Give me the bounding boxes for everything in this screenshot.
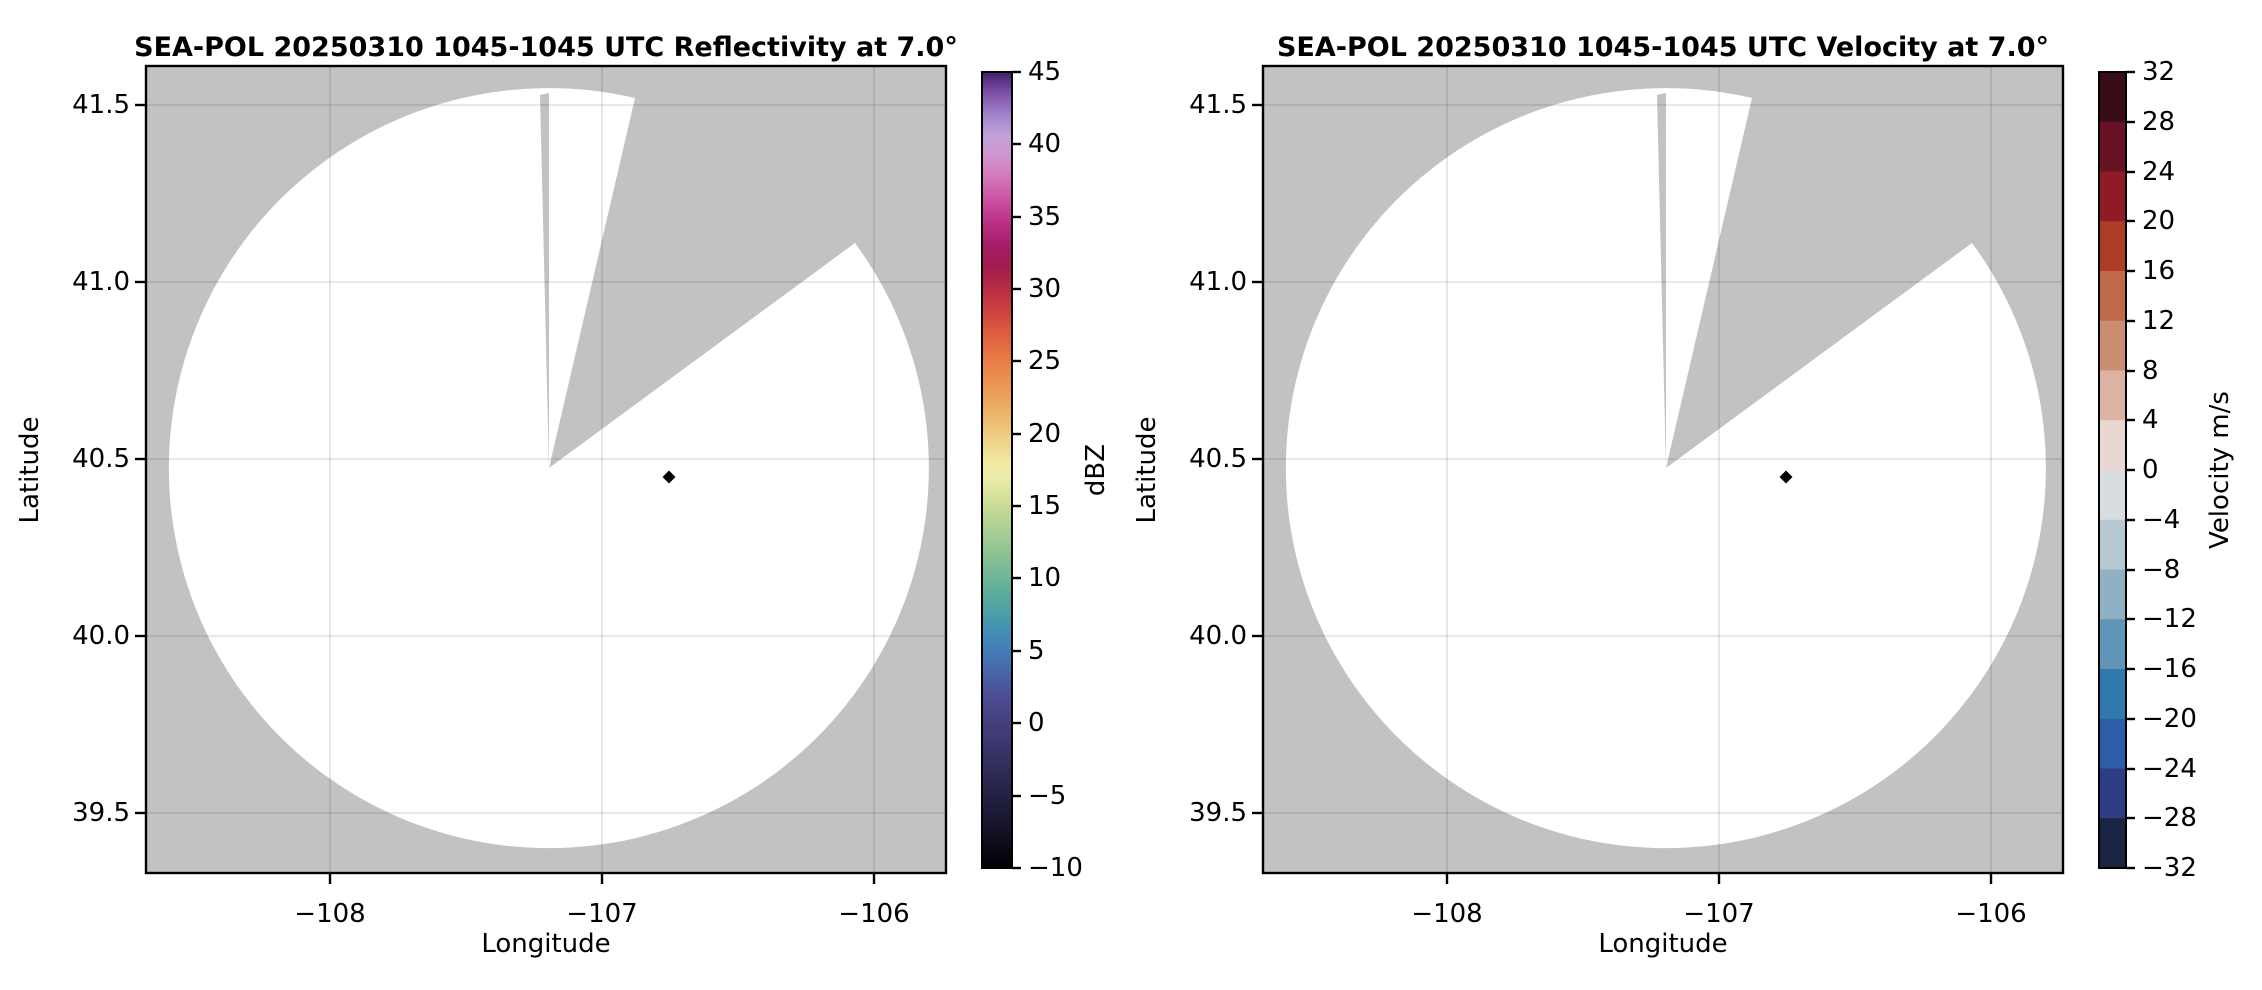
colorbar-tick-label: 20: [2142, 206, 2175, 236]
colorbar-tick-label: −10: [1028, 853, 1083, 883]
colorbar-tick-label: −32: [2142, 853, 2197, 883]
velocity-colorbar-segment: [2099, 818, 2126, 869]
velocity-colorbar-segment: [2099, 569, 2126, 620]
colorbar-tick-label: 5: [1028, 636, 1045, 666]
colorbar-tick-label: 16: [2142, 256, 2175, 286]
colorbar-tick-label: 35: [1028, 202, 1061, 232]
colorbar-gradient: [982, 72, 1012, 868]
axis-ticks: [1252, 103, 1993, 884]
velocity-colorbar-segment: [2099, 171, 2126, 222]
grid-lines: [146, 66, 946, 873]
x-axis-label: Longitude: [481, 929, 610, 959]
colorbar-tick-label: −16: [2142, 654, 2197, 684]
reflectivity-colorbar: 45 40 35 30 25 20 15 10 5 0 −5 −10 dBZ: [981, 57, 1111, 883]
colorbar-ticks: [1012, 70, 1021, 870]
y-tick-label: 40.5: [72, 444, 130, 474]
y-axis-label: Latitude: [1132, 416, 1162, 523]
x-tick-label: −107: [1683, 899, 1754, 929]
y-tick-label: 39.5: [72, 798, 130, 828]
colorbar-tick-label: −4: [2142, 505, 2180, 535]
x-tick-label: −107: [566, 899, 637, 929]
x-tick-label: −108: [294, 899, 365, 929]
colorbar-label: Velocity m/s: [2205, 391, 2235, 549]
colorbar-tick-label: −24: [2142, 754, 2197, 784]
panel-title: SEA-POL 20250310 1045-1045 UTC Reflectiv…: [134, 32, 958, 63]
colorbar-tick-label: 0: [2142, 455, 2159, 485]
grid-lines: [1263, 66, 2063, 873]
y-tick-label: 41.0: [1189, 267, 1247, 297]
x-tick-label: −106: [1955, 899, 2026, 929]
scan-start-sliver: [540, 93, 549, 468]
colorbar-tick-label: 8: [2142, 356, 2159, 386]
radar-scan-coverage: [168, 88, 929, 849]
velocity-colorbar: 32 28 24 20 16 12 8 4 0 −4 −8 −12 −16 −2…: [2098, 57, 2235, 883]
radar-scan-coverage: [1285, 88, 2046, 849]
reflectivity-panel: SEA-POL 20250310 1045-1045 UTC Reflectiv…: [15, 32, 958, 959]
velocity-colorbar-segment: [2099, 72, 2126, 123]
colorbar-segments: [2099, 72, 2126, 869]
colorbar-ticks: [2126, 70, 2135, 870]
colorbar-tick-label: 12: [2142, 306, 2175, 336]
y-tick-label: 40.0: [72, 621, 130, 651]
colorbar-tick-label: 30: [1028, 274, 1061, 304]
y-tick-label: 39.5: [1189, 798, 1247, 828]
colorbar-frame: [981, 71, 1013, 869]
velocity-colorbar-segment: [2099, 420, 2126, 471]
velocity-colorbar-segment: [2099, 470, 2126, 521]
colorbar-tick-label: 45: [1028, 57, 1061, 87]
x-tick-label: −106: [838, 899, 909, 929]
colorbar-tick-label: 0: [1028, 708, 1045, 738]
colorbar-tick-label: 4: [2142, 405, 2159, 435]
axes-frame: [1261, 64, 2065, 875]
velocity-colorbar-segment: [2099, 221, 2126, 272]
colorbar-tick-label: 40: [1028, 129, 1061, 159]
x-axis-label: Longitude: [1598, 929, 1727, 959]
colorbar-tick-label: 20: [1028, 419, 1061, 449]
axes-frame: [144, 64, 948, 875]
y-tick-label: 41.5: [72, 90, 130, 120]
colorbar-tick-label: −5: [1028, 781, 1066, 811]
scan-start-sliver: [1657, 93, 1666, 468]
colorbar-tick-label: −8: [2142, 555, 2180, 585]
y-tick-label: 41.0: [72, 267, 130, 297]
colorbar-tick-label: 15: [1028, 491, 1061, 521]
y-axis-label: Latitude: [15, 416, 45, 523]
x-tick-label: −108: [1411, 899, 1482, 929]
panel-title: SEA-POL 20250310 1045-1045 UTC Velocity …: [1277, 32, 2049, 63]
colorbar-tick-label: 28: [2142, 107, 2175, 137]
colorbar-tick-label: −12: [2142, 604, 2197, 634]
axis-ticks: [135, 103, 876, 884]
colorbar-tick-label: 32: [2142, 57, 2175, 87]
colorbar-tick-label: −28: [2142, 803, 2197, 833]
site-marker-diamond: [662, 470, 676, 484]
colorbar-label: dBZ: [1081, 444, 1111, 496]
velocity-colorbar-segment: [2099, 370, 2126, 421]
velocity-colorbar-segment: [2099, 271, 2126, 322]
colorbar-tick-label: 25: [1028, 346, 1061, 376]
velocity-colorbar-segment: [2099, 121, 2126, 172]
velocity-panel: SEA-POL 20250310 1045-1045 UTC Velocity …: [1132, 32, 2065, 959]
colorbar-tick-label: −20: [2142, 704, 2197, 734]
colorbar-tick-label: 10: [1028, 563, 1061, 593]
velocity-colorbar-segment: [2099, 669, 2126, 720]
velocity-colorbar-segment: [2099, 619, 2126, 670]
site-marker-diamond: [1779, 470, 1793, 484]
y-tick-label: 40.5: [1189, 444, 1247, 474]
y-tick-label: 41.5: [1189, 90, 1247, 120]
colorbar-tick-label: 24: [2142, 157, 2175, 187]
y-tick-label: 40.0: [1189, 621, 1247, 651]
velocity-colorbar-segment: [2099, 768, 2126, 819]
velocity-colorbar-segment: [2099, 320, 2126, 371]
velocity-colorbar-segment: [2099, 718, 2126, 769]
velocity-colorbar-segment: [2099, 519, 2126, 570]
